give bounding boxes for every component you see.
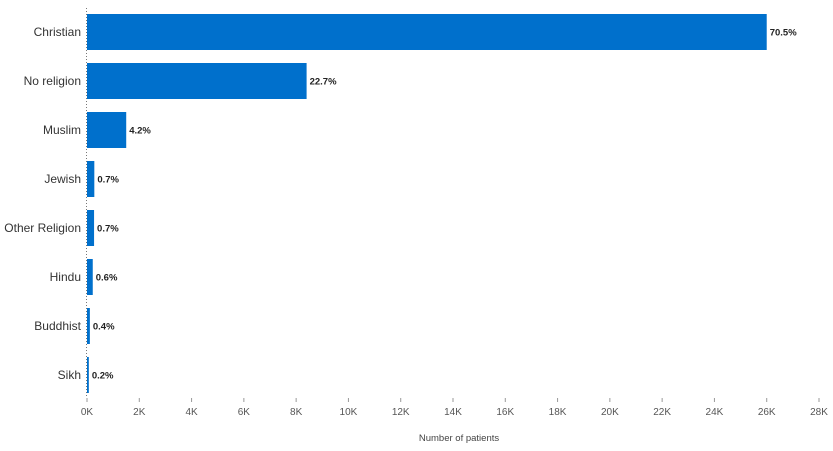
category-label: Christian <box>34 25 81 39</box>
x-axis-title: Number of patients <box>419 433 500 444</box>
category-label: No religion <box>24 74 81 88</box>
x-tick-label: 0K <box>81 407 94 418</box>
category-label: Buddhist <box>34 319 81 333</box>
data-label: 0.7% <box>97 224 119 235</box>
x-tick-label: 26K <box>758 407 776 418</box>
data-label: 22.7% <box>310 77 337 88</box>
x-tick-label: 24K <box>706 407 724 418</box>
data-label: 0.7% <box>97 175 119 186</box>
data-labels: 70.5% 22.7% 4.2% 0.7% 0.7% 0.6% 0.4% 0.2% <box>92 28 797 382</box>
x-tick-label: 12K <box>392 407 410 418</box>
x-tick-label: 8K <box>290 407 303 418</box>
data-label: 4.2% <box>129 126 151 137</box>
x-tick-label: 16K <box>496 407 514 418</box>
category-label: Hindu <box>50 270 81 284</box>
bar-no-religion <box>87 63 307 99</box>
data-label: 0.4% <box>93 322 115 333</box>
bar-jewish <box>87 161 95 197</box>
bar-sikh <box>87 357 89 393</box>
x-axis-ticks: 0K 2K 4K 6K 8K 10K 12K 14K 16K 18K 20K 22K 24K 26K 28K <box>81 398 828 418</box>
category-label: Sikh <box>58 368 81 382</box>
data-label: 70.5% <box>770 28 797 39</box>
bar-buddhist <box>87 308 90 344</box>
category-labels: Christian No religion Muslim Jewish Other Re… <box>4 25 81 382</box>
x-tick-label: 10K <box>340 407 358 418</box>
category-label: Jewish <box>44 172 81 186</box>
data-label: 0.6% <box>96 273 118 284</box>
x-tick-label: 14K <box>444 407 462 418</box>
category-label: Other Religion <box>4 221 81 235</box>
x-tick-label: 2K <box>133 407 146 418</box>
x-tick-label: 22K <box>653 407 671 418</box>
x-tick-label: 4K <box>185 407 198 418</box>
bar-other-religion <box>87 210 95 246</box>
bar-hindu <box>87 259 93 295</box>
bars-group <box>87 14 767 393</box>
category-label: Muslim <box>43 123 81 137</box>
x-tick-label: 18K <box>549 407 567 418</box>
bar-muslim <box>87 112 127 148</box>
data-label: 0.2% <box>92 371 114 382</box>
x-tick-label: 20K <box>601 407 619 418</box>
x-tick-label: 6K <box>238 407 251 418</box>
x-tick-label: 28K <box>810 407 828 418</box>
bar-christian <box>87 14 767 50</box>
